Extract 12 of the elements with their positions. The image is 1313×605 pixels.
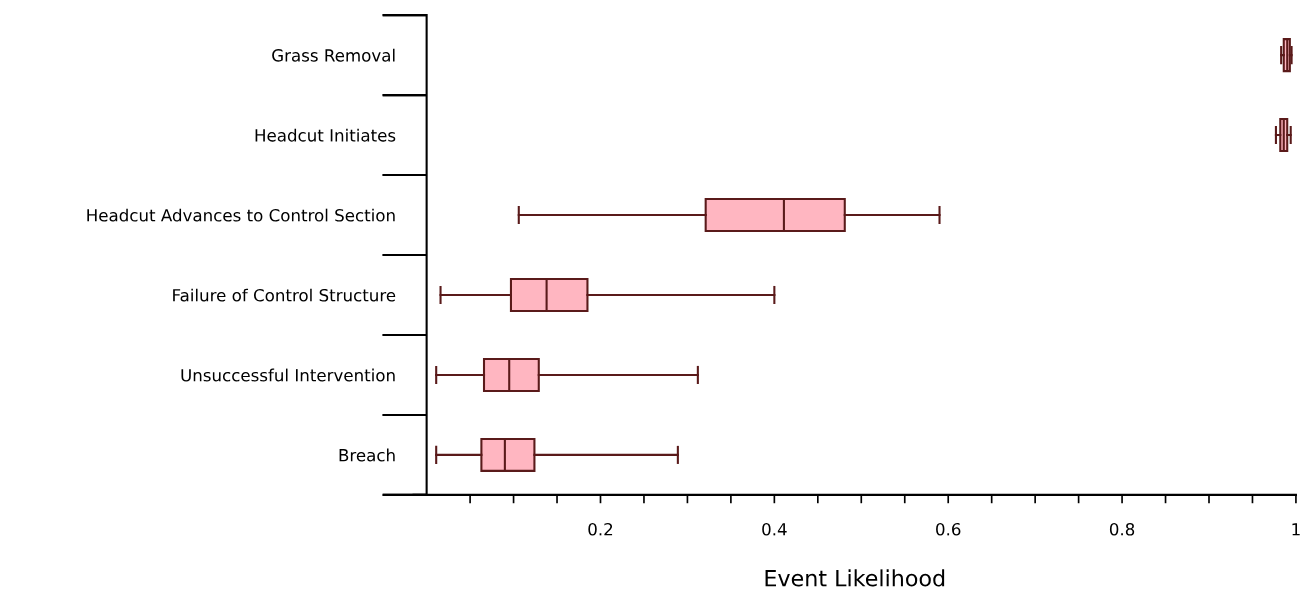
y-tick-label: Headcut Advances to Control Section (87, 208, 395, 222)
x-axis-title: Event Likelihood (765, 569, 945, 587)
x-tick-label: 0.4 (762, 522, 787, 536)
y-tick-label: Failure of Control Structure (173, 288, 396, 302)
x-tick-label: 0.2 (588, 522, 613, 536)
y-tick-label: Headcut Initiates (255, 128, 396, 142)
y-tick-label: Breach (339, 448, 395, 462)
y-tick-label: Unsuccessful Intervention (181, 368, 395, 382)
x-tick-label: 1 (1292, 523, 1300, 536)
y-tick-label: Grass Removal (272, 48, 395, 62)
x-tick-label: 0.8 (1109, 522, 1135, 536)
x-tick-label: 0.6 (936, 522, 961, 536)
